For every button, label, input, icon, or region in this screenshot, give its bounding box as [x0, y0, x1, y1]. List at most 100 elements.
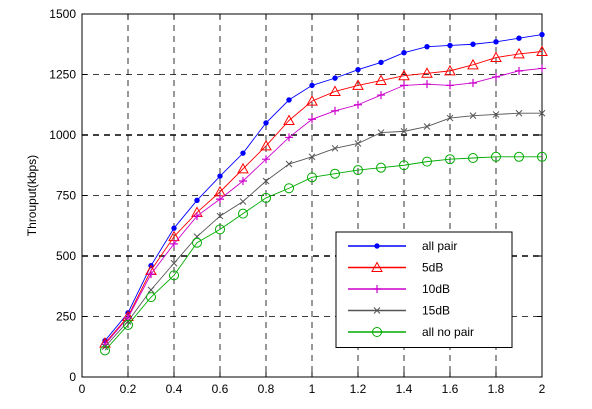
legend-swatch-marker	[372, 327, 382, 337]
legend-item: 15dB	[348, 304, 450, 318]
data-point	[398, 69, 410, 81]
x-tick-label: 0.8	[258, 382, 275, 396]
data-point	[421, 67, 433, 78]
data-point	[215, 224, 225, 235]
x-tick-label: 0	[79, 382, 86, 396]
data-point	[308, 115, 316, 124]
data-point	[307, 172, 317, 183]
x-tick-label: 1.2	[350, 382, 367, 396]
data-point	[423, 123, 431, 130]
data-point	[490, 51, 502, 63]
y-tick-label: 1250	[49, 68, 76, 82]
data-point	[353, 165, 363, 176]
axis-ticks: 0 0.2 0.4 0.6 0.8 1 1.2 1.4 1.6 1.8 2 0 250 500 750 100…	[49, 7, 545, 396]
data-point	[354, 140, 362, 147]
legend-swatch-marker	[371, 261, 383, 272]
data-point	[539, 31, 545, 38]
data-point	[284, 183, 294, 194]
legend-label: all pair	[422, 239, 457, 253]
legend-item: all no pair	[348, 325, 474, 339]
data-point	[444, 64, 456, 76]
legend-item: 5dB	[348, 261, 443, 275]
legend-label: 10dB	[422, 282, 450, 296]
data-point	[238, 208, 248, 219]
legend-item: all pair	[348, 239, 457, 253]
x-tick-label: 1.8	[488, 382, 505, 396]
data-point	[306, 95, 318, 106]
data-point	[354, 100, 362, 109]
x-tick-label: 0.6	[212, 382, 229, 396]
data-point	[352, 79, 364, 90]
series-line	[104, 34, 543, 341]
data-point	[286, 97, 292, 103]
y-tick-label: 0	[69, 370, 76, 384]
data-point	[446, 81, 454, 90]
legend-label: 5dB	[422, 261, 443, 275]
data-point	[445, 154, 455, 165]
y-tick-label: 750	[56, 189, 76, 203]
data-point	[492, 72, 500, 81]
data-point	[446, 114, 454, 122]
data-point	[376, 162, 386, 173]
data-point	[355, 66, 361, 73]
data-point	[538, 109, 546, 117]
data-point	[515, 66, 523, 75]
data-point	[239, 198, 247, 205]
y-tick-label: 500	[56, 249, 76, 263]
data-point	[260, 139, 272, 151]
data-point	[491, 151, 501, 162]
data-point	[194, 197, 200, 204]
data-point	[146, 292, 156, 303]
x-tick-label: 2	[539, 382, 546, 396]
data-point	[493, 39, 499, 45]
data-point	[377, 129, 385, 136]
data-point	[469, 112, 477, 119]
data-point	[285, 133, 293, 142]
data-point	[538, 64, 546, 73]
y-axis-label: Throuput(kbps)	[25, 155, 39, 236]
data-point	[171, 225, 177, 231]
data-point	[100, 345, 110, 356]
data-point	[330, 168, 340, 179]
data-point	[513, 47, 525, 59]
y-tick-label: 250	[56, 310, 76, 324]
series-layer	[99, 31, 548, 356]
legend-entries: all pair 5dB 10dB 15dB all no pair	[348, 239, 474, 339]
series-line	[104, 112, 542, 348]
data-point	[331, 106, 339, 115]
legend-swatch-marker	[373, 307, 381, 314]
data-point	[170, 239, 178, 248]
data-point	[400, 128, 408, 135]
data-point	[263, 120, 269, 126]
legend-label: all no pair	[422, 325, 474, 339]
legend-item: 10dB	[348, 282, 450, 296]
data-point	[262, 155, 270, 164]
data-point	[331, 144, 339, 152]
data-point	[147, 286, 155, 294]
data-point	[237, 162, 249, 174]
x-tick-label: 0.2	[120, 382, 137, 396]
data-point	[516, 35, 522, 41]
data-point	[124, 317, 132, 325]
data-point	[283, 114, 295, 125]
data-point	[424, 43, 430, 50]
data-point	[262, 177, 270, 185]
data-point	[515, 109, 523, 117]
x-tick-label: 1	[309, 382, 316, 396]
data-point	[470, 41, 476, 47]
data-point	[537, 151, 547, 162]
data-point	[468, 152, 478, 163]
data-point	[400, 81, 408, 90]
data-point	[377, 91, 385, 100]
data-point	[309, 82, 315, 89]
series-10db	[101, 64, 546, 349]
legend-label: 15dB	[422, 304, 450, 318]
data-point	[536, 45, 548, 57]
data-point	[240, 150, 246, 156]
y-tick-label: 1500	[49, 7, 76, 21]
data-point	[422, 156, 432, 167]
x-tick-label: 0.4	[166, 382, 183, 396]
data-point	[332, 75, 338, 81]
data-point	[469, 78, 477, 87]
series-line	[104, 156, 542, 351]
